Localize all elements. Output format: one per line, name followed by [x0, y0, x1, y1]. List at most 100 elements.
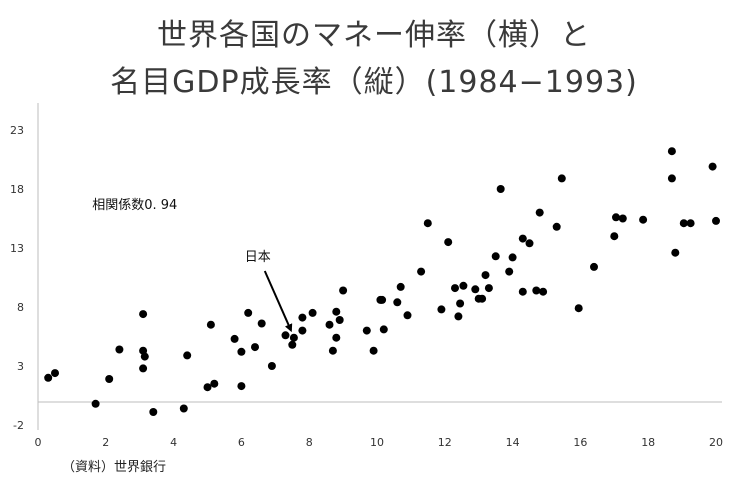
data-point [396, 282, 405, 291]
data-point [708, 162, 717, 171]
data-point [91, 399, 100, 408]
data-point [471, 285, 480, 294]
source-note: （資料）世界銀行 [62, 460, 167, 475]
x-tick-label: 20 [709, 436, 723, 449]
data-point [140, 352, 149, 361]
data-point [679, 219, 688, 228]
data-point [332, 333, 341, 342]
data-point [456, 299, 465, 308]
data-point [612, 213, 620, 222]
data-points [44, 147, 720, 416]
data-point [686, 219, 695, 228]
data-point [206, 320, 215, 329]
data-point [289, 333, 298, 342]
data-point [230, 334, 239, 343]
data-point [378, 295, 387, 304]
data-point [335, 316, 344, 324]
y-tick-label: 23 [10, 124, 24, 137]
y-tick-labels: -2 3 8 13 18 23 [10, 124, 24, 432]
data-point [437, 305, 446, 314]
data-point [281, 331, 290, 340]
data-point [251, 343, 259, 352]
data-point [139, 310, 148, 319]
data-point [444, 238, 453, 247]
data-point [590, 262, 598, 271]
y-tick-label: -2 [13, 419, 24, 432]
data-point [417, 267, 426, 276]
data-point [105, 375, 114, 383]
data-point [332, 307, 341, 316]
data-point [115, 345, 124, 354]
data-point [298, 313, 307, 322]
data-point [539, 287, 548, 296]
data-point [518, 234, 527, 243]
y-tick-label: 3 [17, 360, 24, 373]
data-point [369, 346, 378, 355]
data-point [478, 294, 487, 303]
data-point [139, 364, 148, 373]
x-tick-label: 18 [641, 436, 655, 449]
data-point [210, 379, 219, 388]
japan-arrow [263, 270, 293, 333]
y-tick-label: 8 [17, 301, 24, 314]
data-point [639, 215, 648, 224]
x-tick-labels: 0 2 4 6 8 10 12 14 16 18 20 [35, 436, 724, 449]
data-point [328, 346, 337, 355]
data-point [244, 308, 253, 317]
data-point [179, 404, 188, 413]
data-point [44, 373, 53, 382]
x-tick-label: 16 [573, 436, 587, 449]
data-point [203, 383, 212, 392]
data-point [288, 340, 297, 349]
data-point [671, 248, 680, 257]
data-point [237, 347, 246, 356]
data-point [459, 281, 468, 290]
x-tick-label: 2 [102, 436, 109, 449]
data-point [149, 408, 158, 416]
data-point [403, 311, 412, 320]
data-point [267, 362, 276, 370]
data-point [712, 216, 720, 225]
data-point [237, 382, 246, 391]
data-point [393, 298, 402, 307]
data-point [508, 253, 517, 262]
data-point [362, 326, 371, 335]
annotations: 相関係数0. 94 日本 [92, 198, 293, 333]
data-point [308, 308, 317, 317]
data-point [532, 286, 541, 295]
data-point [484, 284, 493, 293]
data-point [574, 304, 583, 313]
data-point [451, 284, 459, 293]
y-tick-label: 18 [10, 183, 24, 196]
data-point [339, 286, 348, 295]
x-tick-label: 0 [35, 436, 42, 449]
data-point [535, 208, 544, 217]
data-point [557, 174, 566, 183]
japan-annotation-label: 日本 [245, 250, 271, 265]
data-point [325, 320, 334, 329]
data-point [298, 326, 307, 335]
chart-title-line-1: 世界各国のマネー伸率（横）と [157, 18, 591, 53]
data-point [496, 185, 505, 193]
data-point [667, 174, 676, 183]
data-point [454, 312, 463, 321]
x-tick-label: 10 [370, 436, 384, 449]
data-point [481, 271, 490, 280]
data-point [552, 222, 561, 231]
data-point [51, 369, 59, 378]
data-point [525, 239, 534, 248]
data-point [518, 287, 527, 296]
chart-title-line-2: 名目GDP成長率（縦）(1984−1993) [110, 65, 638, 100]
y-tick-label: 13 [10, 242, 24, 255]
data-point [667, 147, 676, 156]
data-point [491, 252, 500, 261]
data-point [257, 319, 266, 328]
data-point [379, 325, 388, 334]
data-point [610, 232, 619, 241]
data-point [505, 267, 514, 276]
x-tick-label: 6 [238, 436, 245, 449]
correlation-annotation: 相関係数0. 94 [92, 198, 177, 213]
data-point [618, 214, 627, 223]
x-tick-label: 8 [306, 436, 313, 449]
